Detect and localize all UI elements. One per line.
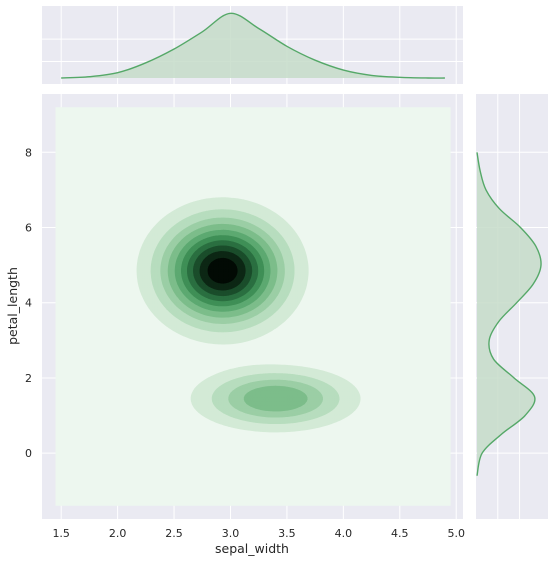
y-axis-label: petal_length	[5, 267, 20, 345]
right-marginal-panel	[476, 94, 548, 519]
kde-contour-level-10	[207, 257, 238, 284]
kde-contours	[55, 107, 451, 506]
x-tick-label: 4.5	[391, 527, 409, 540]
top-marginal-panel	[42, 6, 463, 84]
x-tick-label: 3.5	[278, 527, 296, 540]
y-tick-label: 2	[25, 372, 32, 385]
top-marginal-kde-fill	[61, 13, 445, 79]
main-plot-panel	[42, 94, 463, 519]
x-tick-label: 2.0	[109, 527, 127, 540]
y-tick-label: 0	[25, 447, 32, 460]
right-marginal-kde-line	[476, 152, 542, 476]
x-tick-label: 3.0	[222, 527, 240, 540]
x-tick-label: 1.5	[52, 527, 70, 540]
x-tick-label: 2.5	[165, 527, 183, 540]
top-marginal-kde-line	[61, 12, 445, 79]
y-tick-label: 8	[25, 146, 32, 159]
x-tick-label: 4.0	[335, 527, 353, 540]
x-tick-label: 5.0	[447, 527, 465, 540]
y-tick-label: 6	[25, 222, 32, 235]
y-axis: 0 2 4 6 8 petal_length	[5, 146, 32, 460]
y-tick-label: 4	[25, 297, 32, 310]
x-axis-label: sepal_width	[215, 541, 289, 556]
x-axis: 1.5 2.0 2.5 3.0 3.5 4.0 4.5 5.0 sepal_wi…	[52, 527, 465, 556]
